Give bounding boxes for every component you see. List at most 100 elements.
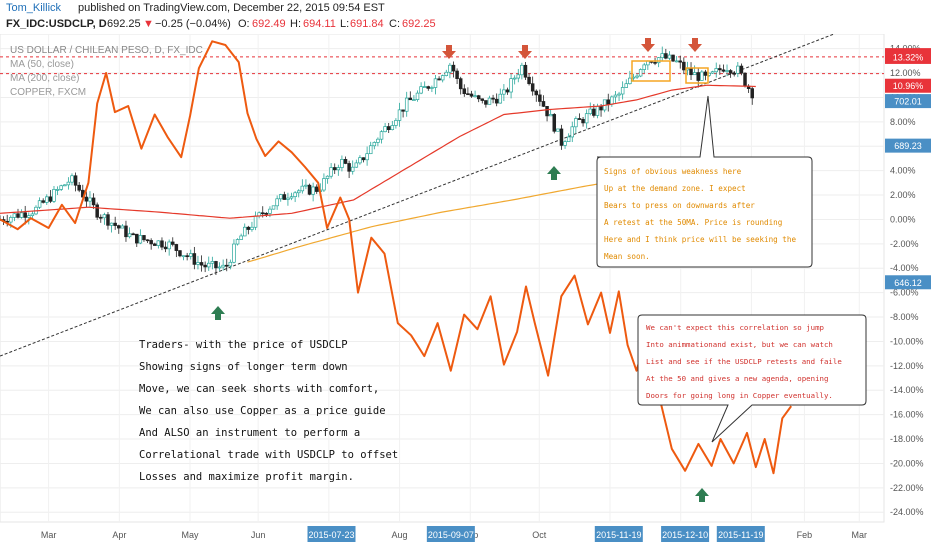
annotation-layer: Traders- with the price of USDCLP Showing… — [139, 95, 867, 483]
candle-body — [59, 185, 63, 190]
y-tick-label: -10.00% — [890, 336, 924, 346]
y-tick-label: 8.00% — [890, 117, 916, 127]
candle-body — [23, 212, 27, 218]
candle-body — [99, 216, 103, 219]
box1-note-line: Here and I think price will be seeking t… — [604, 235, 796, 244]
candle-body — [689, 68, 693, 76]
candle-body — [153, 243, 157, 246]
candle-body — [656, 57, 661, 64]
candle-body — [239, 235, 243, 240]
candle-body — [268, 208, 272, 214]
box2-note-line: List and see if the USDCLP retests and f… — [646, 357, 842, 366]
legend-ma50: MA (50, close) — [10, 59, 74, 70]
y-tick-label: -16.00% — [890, 410, 924, 420]
ma50-layer — [0, 84, 756, 219]
y-tick-label: -8.00% — [890, 312, 919, 322]
candle-body — [174, 244, 179, 251]
candle-body — [426, 86, 431, 89]
candle-body — [437, 78, 441, 81]
candle-body — [19, 212, 24, 218]
candle-body — [466, 93, 470, 96]
up-arrow-icon — [695, 488, 709, 502]
candle-body — [628, 77, 632, 85]
candle-body — [682, 61, 686, 71]
candle-body — [559, 128, 564, 146]
price-tag-bg — [885, 94, 931, 109]
price-chart[interactable]: US DOLLAR / CHILEAN PESO, D, FX_IDC MA (… — [0, 34, 932, 550]
low-label: L: — [340, 18, 350, 30]
y-tick-label: -22.00% — [890, 483, 924, 493]
candle-body — [548, 114, 553, 117]
candle-body — [574, 118, 578, 128]
left-note-line: We can also use Copper as a price guide — [139, 405, 386, 417]
candle-body — [55, 189, 60, 191]
candle-body — [397, 109, 402, 121]
candle-body — [264, 212, 269, 215]
x-tick-label: Mar — [851, 530, 867, 540]
last-price: 692.25 — [107, 18, 141, 30]
candle-body — [433, 78, 438, 88]
candle-body — [124, 225, 128, 238]
candle-body — [451, 64, 456, 72]
candle-body — [534, 90, 539, 96]
candle-body — [181, 255, 186, 258]
candle-body — [368, 145, 373, 155]
candle-body — [419, 86, 423, 94]
candle-body — [491, 97, 495, 100]
x-highlight-label: 2015-12-10 — [662, 530, 708, 540]
candle-body — [210, 261, 215, 264]
candle-body — [610, 96, 614, 105]
candle-body — [250, 226, 254, 230]
candle-body — [77, 184, 81, 191]
copper-line — [0, 40, 793, 475]
candle-body — [160, 240, 164, 248]
candle-body — [444, 71, 449, 76]
candle-body — [185, 255, 189, 258]
candle-body — [469, 93, 474, 97]
x-axis: MarAprMayJunJulAugSepOctNovDec2016FebMar… — [41, 526, 867, 542]
candle-body — [340, 159, 344, 168]
chart-legend: US DOLLAR / CHILEAN PESO, D, FX_IDC MA (… — [10, 45, 203, 98]
price-tag-label: 646.12 — [894, 278, 922, 288]
candle-body — [487, 97, 492, 105]
candle-body — [527, 76, 531, 85]
candle-body — [178, 250, 182, 257]
candle-body — [117, 225, 121, 229]
candle-body — [372, 142, 377, 147]
candle-body — [660, 53, 664, 59]
candle-body — [520, 64, 524, 76]
candle-body — [214, 261, 218, 269]
chart-header: Tom_Killick published on TradingView.com… — [0, 0, 932, 34]
candle-body — [541, 101, 546, 107]
candle-body — [358, 157, 362, 164]
candle-body — [343, 159, 348, 164]
candle-body — [66, 181, 71, 186]
x-highlight-label: 2015-07-23 — [308, 530, 354, 540]
candle-body — [376, 138, 380, 143]
symbol-label: FX_IDC:USDCLP, D — [6, 18, 107, 30]
candle-body — [563, 141, 567, 146]
y-tick-label: -6.00% — [890, 288, 919, 298]
candle-body — [322, 178, 326, 191]
box2-note-line: At the 50 and gives a new agenda, openin… — [646, 374, 828, 383]
x-tick-label: Feb — [797, 530, 813, 540]
candle-body — [725, 70, 729, 72]
trendline-layer — [0, 34, 835, 357]
candle-body — [329, 167, 333, 177]
left-note-line: Losses and maximize profit margin. — [139, 471, 354, 483]
x-tick-label: Aug — [392, 530, 408, 540]
price-tag-bg — [885, 78, 931, 93]
candle-body — [9, 217, 13, 223]
candle-body — [109, 222, 114, 226]
candle-body — [664, 53, 668, 59]
candle-body — [642, 64, 646, 70]
candle-body — [275, 198, 279, 207]
y-tick-label: -2.00% — [890, 239, 919, 249]
candle-body — [415, 92, 420, 100]
y-tick-label: 4.00% — [890, 166, 916, 176]
candle-body — [311, 186, 315, 195]
low-value: 691.84 — [350, 18, 384, 30]
candle-body — [620, 87, 625, 95]
author-link[interactable]: Tom_Killick — [6, 2, 62, 14]
candle-body — [401, 109, 405, 112]
